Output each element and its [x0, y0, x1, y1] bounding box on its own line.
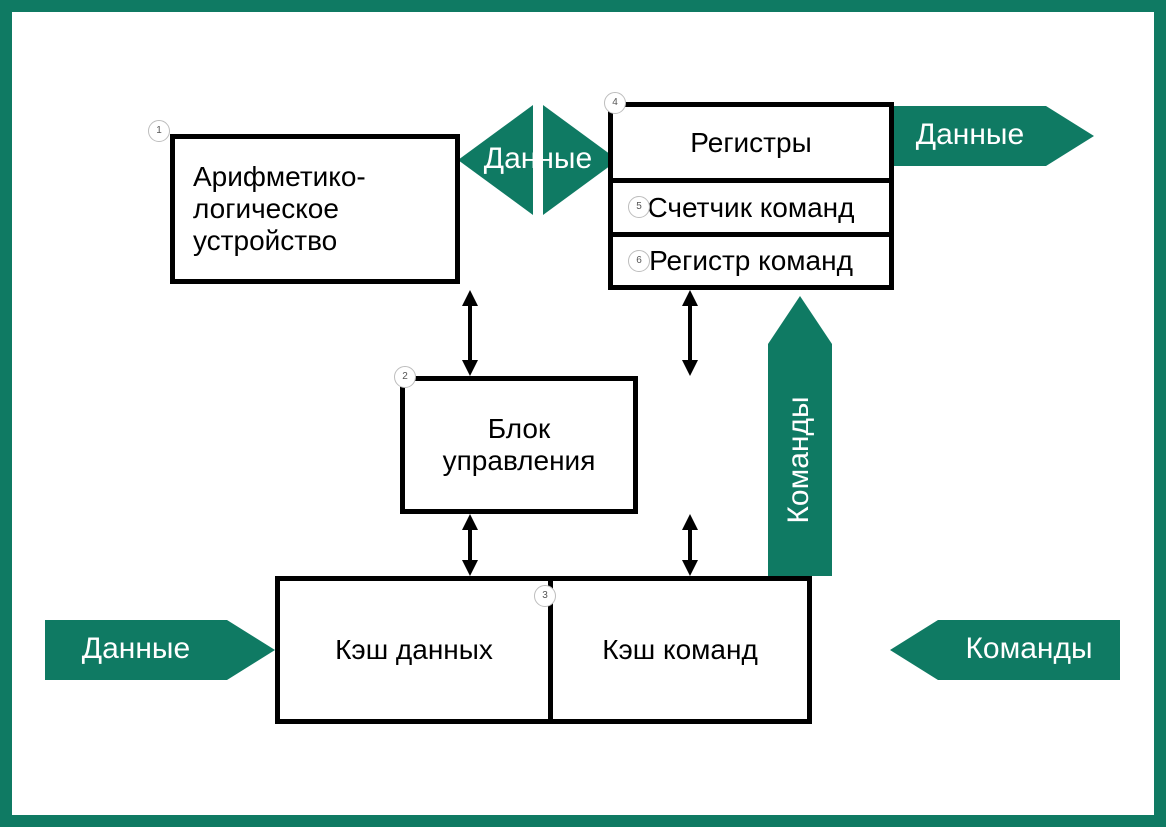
- cache-data-label: Кэш данных: [335, 634, 493, 666]
- marker-badge: 1: [148, 120, 170, 142]
- marker-badge: 2: [394, 366, 416, 388]
- register-row: Счетчик команд: [613, 183, 889, 236]
- thin-arrow-head: [462, 360, 478, 376]
- thin-arrow-head: [462, 560, 478, 576]
- alu-label: Арифметико- логическое устройство: [175, 161, 366, 258]
- register-file-block: Регистры Счетчик команд Регистр команд: [608, 102, 894, 290]
- register-row-label: Регистры: [690, 127, 811, 159]
- register-row: Регистры: [613, 107, 889, 183]
- register-row: Регистр команд: [613, 237, 889, 285]
- marker-badge: 4: [604, 92, 626, 114]
- big-arrow-label: Команды: [782, 396, 815, 523]
- thin-arrow-head: [462, 514, 478, 530]
- big-arrow-label: Данные: [82, 632, 190, 665]
- marker-badge: 3: [534, 585, 556, 607]
- control-unit-block: Блок управления: [400, 376, 638, 514]
- cache-cmds-cell: Кэш команд: [553, 581, 807, 719]
- thin-arrow-head: [682, 290, 698, 306]
- big-arrow-label: Команды: [965, 632, 1092, 665]
- control-unit-label: Блок управления: [443, 413, 596, 477]
- cache-cmds-label: Кэш команд: [602, 634, 758, 666]
- cache-data-cell: Кэш данных: [280, 581, 553, 719]
- alu-block: Арифметико- логическое устройство: [170, 134, 460, 284]
- marker-badge: 6: [628, 250, 650, 272]
- register-row-label: Счетчик команд: [648, 192, 855, 224]
- thin-arrow-head: [682, 360, 698, 376]
- thin-arrow-head: [682, 560, 698, 576]
- thin-arrow-head: [682, 514, 698, 530]
- thin-arrow-head: [462, 290, 478, 306]
- marker-badge: 5: [628, 196, 650, 218]
- big-arrow-label: Данные: [916, 118, 1024, 151]
- register-row-label: Регистр команд: [649, 245, 853, 277]
- diamond-label: Данные: [484, 142, 592, 175]
